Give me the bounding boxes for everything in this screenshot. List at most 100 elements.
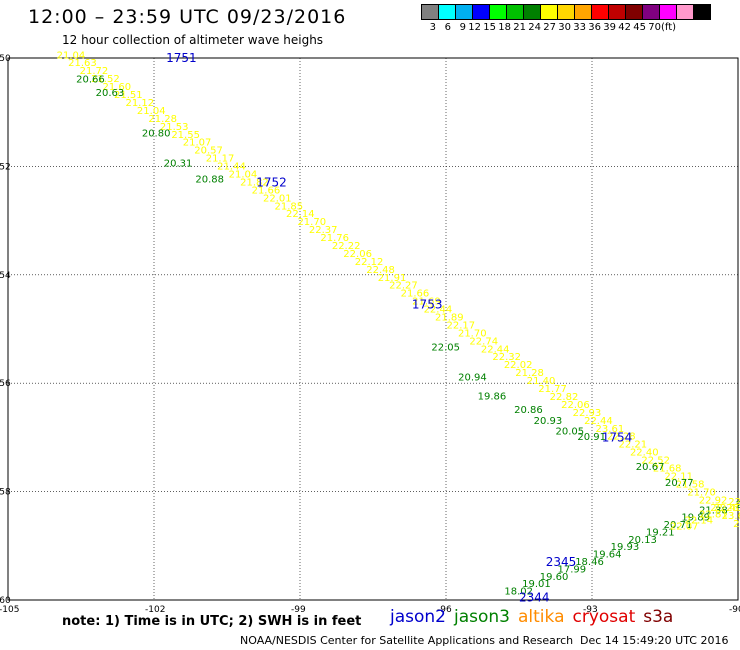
wave-height-value: 20.31 (164, 158, 193, 169)
lat-tick-label: -56 (0, 379, 11, 389)
color-scale-label: 70 (648, 22, 661, 33)
wave-height-value: 21.52 (91, 74, 120, 85)
satellite-legend-item: cryosat (572, 607, 636, 627)
wave-height-value: 22.44 (584, 416, 613, 427)
wave-height-value: 22.92 (699, 495, 728, 506)
wave-height-value: 22.22 (332, 241, 361, 252)
wave-height-value: 21.70 (687, 487, 716, 498)
wave-height-value: 22.06 (343, 249, 372, 260)
wave-height-value: 21.04 (137, 106, 166, 117)
wave-height-value: 18.46 (575, 557, 604, 568)
wave-height-value: 22.82 (550, 392, 579, 403)
page-subtitle: 12 hour collection of altimeter wave hei… (62, 33, 324, 47)
lon-tick-label: -90 (729, 605, 740, 615)
wave-height-value: 20.77 (665, 478, 694, 489)
wave-height-value: 23.61 (596, 424, 625, 435)
wave-height-value: 21.85 (275, 201, 304, 212)
lon-tick-label: -102 (145, 605, 165, 615)
lon-tick-label: -105 (0, 605, 19, 615)
wave-height-value: 23.68 (722, 511, 740, 522)
color-scale-label: 30 (558, 22, 571, 33)
wave-height-value: 21.70 (458, 328, 487, 339)
wave-height-value: 22.37 (309, 225, 338, 236)
color-scale-label: 6 (444, 22, 451, 33)
pass-time-label: 1752 (256, 176, 287, 190)
wave-height-value: 21.04 (57, 50, 86, 61)
color-scale-label: 3 (429, 22, 436, 33)
wave-height-value: 22.81 (699, 509, 728, 520)
wave-height-value: 22.01 (263, 193, 292, 204)
units-note: note: 1) Time is in UTC; 2) SWH is in fe… (62, 614, 362, 629)
color-swatch (693, 4, 711, 20)
wave-height-value: 22.02 (504, 360, 533, 371)
color-scale-label: 33 (573, 22, 586, 33)
wave-height-value: 22.26 (710, 503, 739, 514)
wave-height-value: 21.70 (297, 217, 326, 228)
wave-height-value: 20.63 (96, 88, 125, 99)
footer-timestamp: Dec 14 15:49:20 UTC 2016 (580, 634, 729, 647)
wave-height-value: 22.12 (355, 257, 384, 268)
wave-height-value: 22.40 (714, 503, 740, 514)
color-scale-label: 18 (498, 22, 511, 33)
wave-height-value: 22.21 (618, 440, 647, 451)
color-scale-label: 15 (483, 22, 496, 33)
pass-time-label: 1754 (602, 430, 633, 444)
wave-height-value: 22.07 (670, 522, 699, 533)
wave-height-value: 22.44 (481, 344, 510, 355)
wave-height-value: 20.67 (636, 462, 665, 473)
color-scale-label: 9 (459, 22, 466, 33)
satellite-legend: jason2 jason3 altika cryosat s3a (390, 607, 673, 627)
wave-height-value: 22.40 (630, 448, 659, 459)
lon-tick-label: -93 (583, 605, 598, 615)
wave-height-value: 21.12 (125, 98, 154, 109)
wave-height-value: 21.51 (114, 90, 143, 101)
lon-tick-label: -96 (437, 605, 452, 615)
wave-height-value: 22.14 (684, 515, 713, 526)
wave-height-value: 21.76 (320, 233, 349, 244)
wave-height-value: 21.63 (68, 58, 97, 69)
wave-height-value: 20.88 (195, 175, 224, 186)
wave-height-value: 21.28 (148, 114, 177, 125)
color-scale-label: 42 (618, 22, 631, 33)
wave-height-value: 21.66 (252, 185, 281, 196)
wave-height-value: 20.05 (556, 427, 585, 438)
wave-height-value: 21.82 (240, 177, 269, 188)
wave-height-value: 21.04 (229, 169, 258, 180)
wave-height-value: 19.89 (681, 513, 710, 524)
wave-height-value: 20.94 (458, 372, 487, 383)
wave-height-value: 22.62 (728, 497, 740, 508)
wave-height-value: 21.66 (401, 289, 430, 300)
lon-tick-label: -99 (291, 605, 306, 615)
wave-height-value: 21.77 (538, 384, 567, 395)
lat-tick-label: -54 (0, 271, 11, 281)
color-scale-label: 45 (633, 22, 646, 33)
color-scale-labels: 3 6 9 12 15 18 21 24 27 30 33 36 39 42 45 70 (ft) (421, 22, 676, 33)
page-title: 12:00 – 23:59 UTC 09/23/2016 (28, 6, 347, 28)
wave-height-value: 21.69 (412, 297, 441, 308)
lat-tick-label: -52 (0, 162, 11, 172)
wave-height-value: 22.32 (492, 352, 521, 363)
wave-height-value: 21.38 (699, 505, 728, 516)
lat-tick-label: -58 (0, 488, 11, 498)
wave-height-value: 21.91 (378, 273, 407, 284)
color-scale-label: 12 (468, 22, 481, 33)
wave-height-value: 17.99 (557, 564, 586, 575)
wave-height-value: 21.17 (206, 154, 235, 165)
wave-height-value: 20.71 (664, 520, 693, 531)
wave-height-value: 21.53 (160, 122, 189, 133)
pass-time-label: 1753 (412, 298, 443, 312)
wave-height-value: 18.02 (504, 587, 533, 598)
wave-height-value: 22.74 (469, 336, 498, 347)
wave-height-value: 22.52 (641, 456, 670, 467)
wave-height-value: 22.93 (573, 408, 602, 419)
wave-height-value: 21.89 (435, 313, 464, 324)
wave-height-value: 23.11 (733, 519, 740, 530)
wave-height-value: 19.86 (478, 391, 507, 402)
lat-tick-label: -60 (0, 596, 11, 606)
wave-height-value: 19.93 (611, 542, 640, 553)
wave-height-value: 20.86 (514, 405, 543, 416)
wave-height-value: 21.28 (515, 368, 544, 379)
wave-height-value: 20.80 (142, 129, 171, 140)
